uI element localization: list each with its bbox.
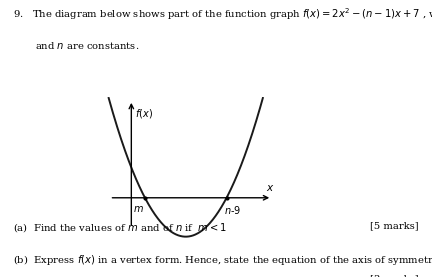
Text: (a)  Find the values of $m$ and of $n$ if  $m < 1$: (a) Find the values of $m$ and of $n$ if… — [13, 221, 227, 234]
Text: $f(x)$: $f(x)$ — [135, 107, 153, 120]
Text: 9.   The diagram below shows part of the function graph $f(x) = 2x^2-(n-1)x+7$ ,: 9. The diagram below shows part of the f… — [13, 6, 432, 22]
Text: $m$: $m$ — [133, 204, 144, 214]
Text: [5 marks]: [5 marks] — [370, 221, 419, 230]
Text: (b)  Express $f(x)$ in a vertex form. Hence, state the equation of the axis of s: (b) Express $f(x)$ in a vertex form. Hen… — [13, 253, 432, 267]
Text: and $n$ are constants.: and $n$ are constants. — [35, 40, 139, 51]
Text: [3 marks]: [3 marks] — [370, 274, 419, 277]
Text: $n$-9: $n$-9 — [224, 204, 241, 216]
Text: $x$: $x$ — [266, 183, 275, 193]
